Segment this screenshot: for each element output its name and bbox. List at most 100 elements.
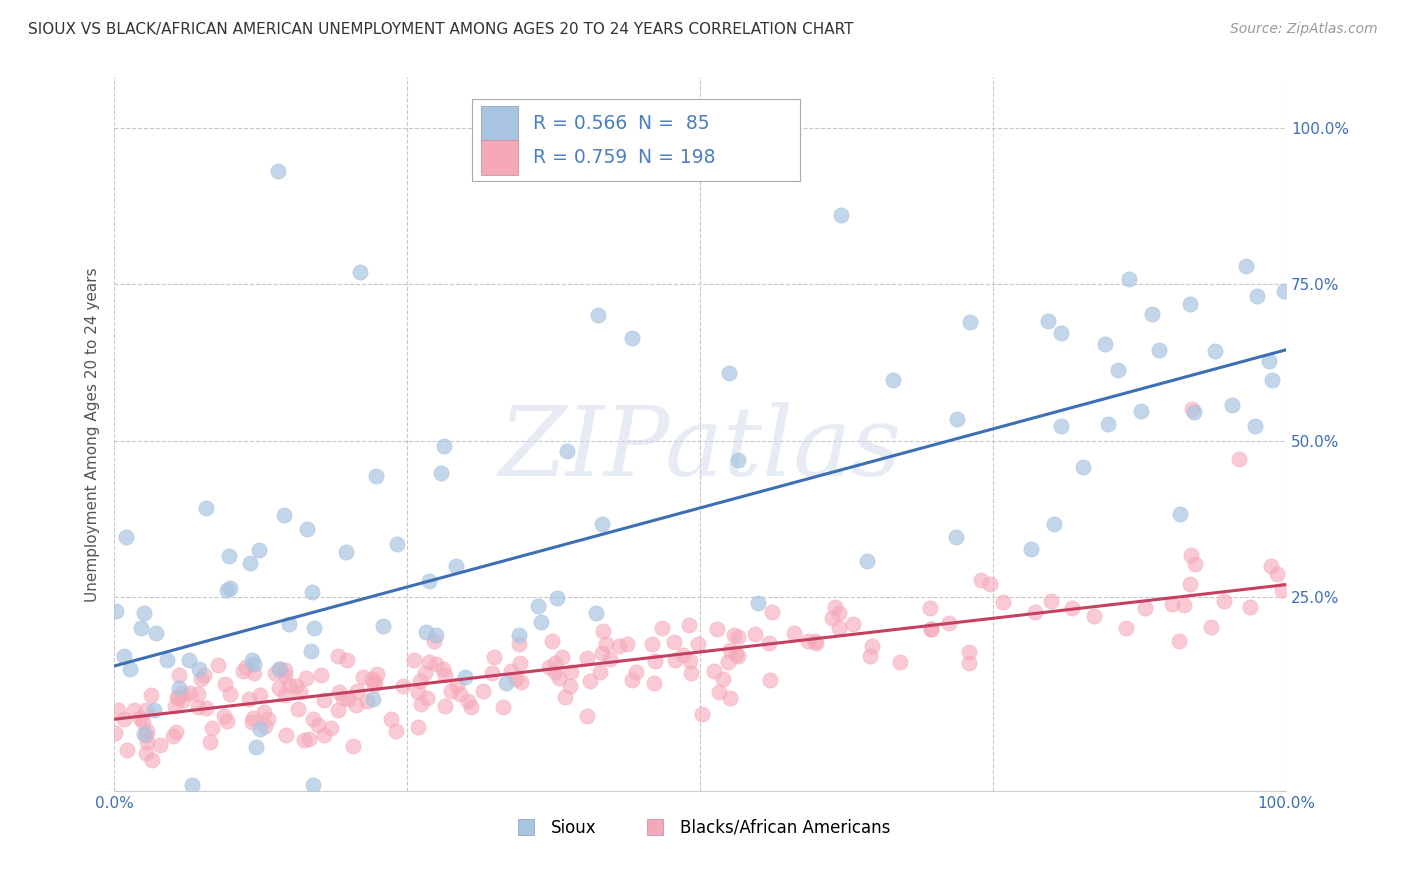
Blacks/African Americans bbox=[706, 622, 728, 636]
Blacks/African Americans bbox=[541, 634, 564, 648]
Blacks/African Americans bbox=[713, 672, 735, 686]
Blacks/African Americans bbox=[1115, 621, 1137, 635]
Sioux bbox=[385, 537, 408, 551]
Blacks/African Americans bbox=[135, 703, 157, 717]
Blacks/African Americans bbox=[409, 673, 432, 688]
Sioux bbox=[215, 583, 238, 598]
Sioux bbox=[1043, 517, 1066, 532]
Blacks/African Americans bbox=[411, 697, 433, 711]
Blacks/African Americans bbox=[759, 673, 782, 688]
Blacks/African Americans bbox=[165, 698, 187, 713]
Blacks/African Americans bbox=[274, 688, 297, 702]
Blacks/African Americans bbox=[797, 634, 820, 648]
Blacks/African Americans bbox=[267, 681, 290, 695]
Blacks/African Americans bbox=[621, 673, 644, 687]
Blacks/African Americans bbox=[166, 690, 188, 704]
Sioux bbox=[131, 621, 153, 635]
Blacks/African Americans bbox=[686, 637, 709, 651]
Blacks/African Americans bbox=[547, 671, 569, 685]
Sioux bbox=[1071, 460, 1094, 475]
Blacks/African Americans bbox=[165, 725, 187, 739]
Sioux bbox=[132, 727, 155, 741]
Blacks/African Americans bbox=[346, 684, 368, 698]
Sioux bbox=[747, 596, 769, 610]
Blacks/African Americans bbox=[957, 656, 980, 670]
Blacks/African Americans bbox=[758, 636, 780, 650]
Sioux bbox=[247, 542, 270, 557]
Blacks/African Americans bbox=[235, 659, 257, 673]
Sioux bbox=[830, 208, 852, 222]
Sioux bbox=[249, 722, 271, 736]
FancyBboxPatch shape bbox=[471, 99, 800, 181]
Sioux bbox=[585, 607, 607, 621]
Blacks/African Americans bbox=[219, 687, 242, 701]
Sioux bbox=[1257, 354, 1279, 368]
Blacks/African Americans bbox=[363, 678, 385, 692]
Blacks/African Americans bbox=[1181, 402, 1204, 417]
Sioux bbox=[267, 164, 290, 178]
Blacks/African Americans bbox=[484, 649, 506, 664]
Sioux bbox=[112, 649, 135, 664]
Sioux bbox=[495, 676, 517, 690]
Sioux bbox=[508, 628, 530, 642]
Blacks/African Americans bbox=[434, 698, 457, 713]
Blacks/African Americans bbox=[1227, 452, 1250, 467]
Sioux bbox=[301, 778, 323, 792]
Blacks/African Americans bbox=[167, 668, 190, 682]
Sioux bbox=[218, 549, 240, 563]
Sioux bbox=[856, 554, 879, 568]
Blacks/African Americans bbox=[257, 712, 280, 726]
Blacks/African Americans bbox=[298, 732, 321, 747]
Blacks/African Americans bbox=[1040, 593, 1063, 607]
Sioux bbox=[177, 653, 200, 667]
Blacks/African Americans bbox=[678, 617, 700, 632]
Blacks/African Americans bbox=[107, 703, 129, 717]
Blacks/African Americans bbox=[481, 665, 503, 680]
Blacks/African Americans bbox=[294, 733, 316, 747]
Sioux bbox=[1097, 417, 1119, 432]
Text: R = 0.759: R = 0.759 bbox=[533, 148, 627, 167]
Blacks/African Americans bbox=[366, 666, 388, 681]
Blacks/African Americans bbox=[172, 692, 194, 706]
Text: N =  85: N = 85 bbox=[638, 114, 710, 133]
FancyBboxPatch shape bbox=[481, 106, 519, 142]
Blacks/African Americans bbox=[253, 719, 276, 733]
Sioux bbox=[1107, 362, 1129, 376]
Blacks/African Americans bbox=[828, 606, 851, 620]
Blacks/African Americans bbox=[783, 625, 806, 640]
Blacks/African Americans bbox=[319, 722, 342, 736]
Blacks/African Americans bbox=[991, 595, 1014, 609]
Sioux bbox=[181, 778, 204, 792]
Blacks/African Americans bbox=[1265, 566, 1288, 581]
Text: Source: ZipAtlas.com: Source: ZipAtlas.com bbox=[1230, 22, 1378, 37]
Blacks/African Americans bbox=[214, 677, 236, 691]
Sioux bbox=[278, 617, 301, 632]
Sioux bbox=[299, 644, 322, 658]
Blacks/African Americans bbox=[1180, 548, 1202, 562]
Blacks/African Americans bbox=[718, 643, 741, 657]
Blacks/African Americans bbox=[920, 622, 942, 636]
Sioux bbox=[335, 544, 357, 558]
Sioux bbox=[727, 452, 749, 467]
Sioux bbox=[349, 264, 371, 278]
Sioux bbox=[273, 508, 295, 523]
Blacks/African Americans bbox=[162, 729, 184, 743]
Sioux bbox=[366, 468, 388, 483]
Sioux bbox=[433, 439, 456, 453]
Sioux bbox=[1184, 405, 1206, 419]
Blacks/African Americans bbox=[122, 703, 145, 717]
Sioux bbox=[1178, 297, 1201, 311]
Blacks/African Americans bbox=[135, 735, 157, 749]
Sioux bbox=[418, 574, 440, 588]
Sioux bbox=[1246, 289, 1268, 303]
Blacks/African Americans bbox=[544, 657, 567, 671]
Sioux bbox=[882, 373, 904, 387]
Sioux bbox=[134, 606, 156, 620]
Sioux bbox=[239, 556, 262, 570]
Sioux bbox=[454, 670, 477, 684]
Blacks/African Americans bbox=[806, 636, 828, 650]
Sioux bbox=[1168, 507, 1191, 521]
Blacks/African Americans bbox=[457, 694, 479, 708]
Blacks/African Americans bbox=[112, 712, 135, 726]
Blacks/African Americans bbox=[609, 639, 631, 653]
